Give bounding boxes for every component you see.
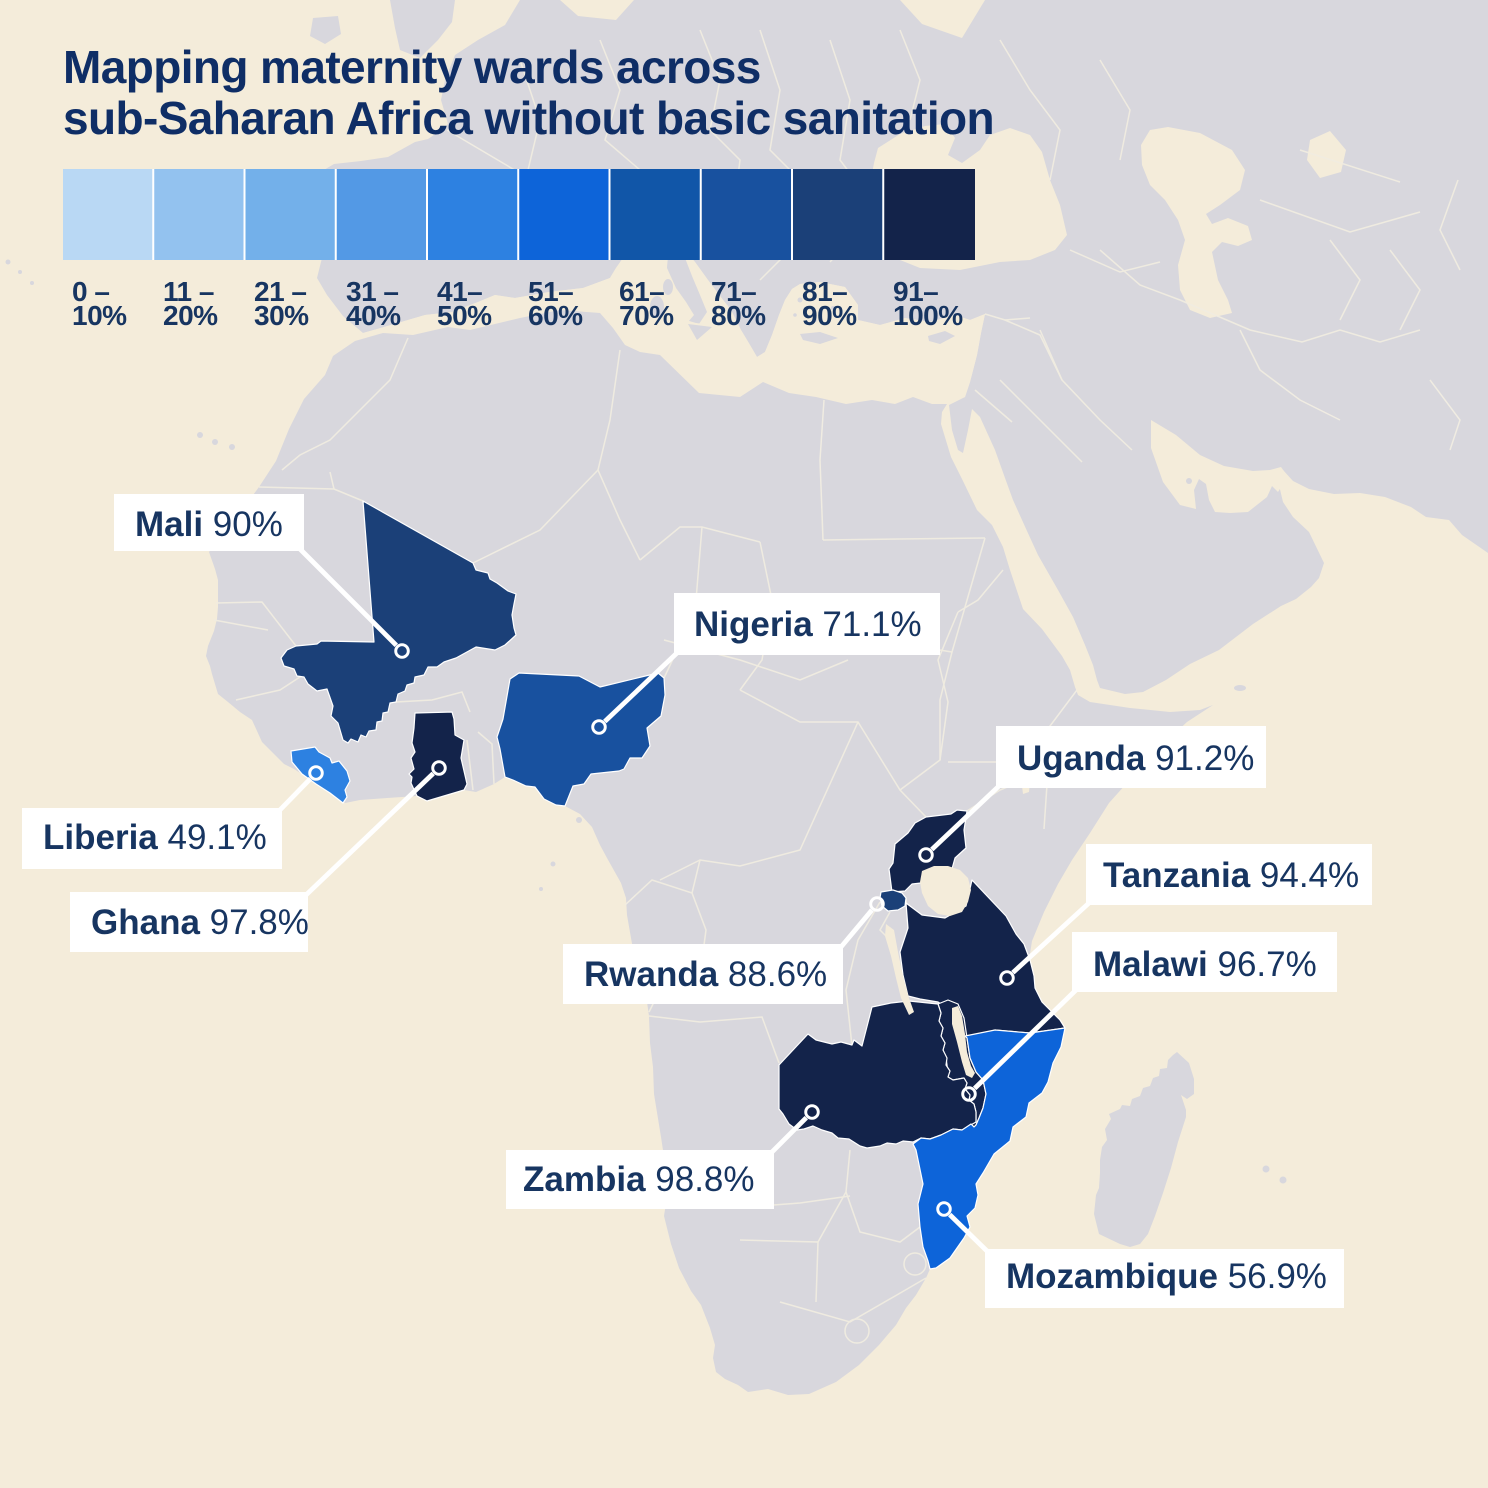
svg-text:Zambia 98.8%: Zambia 98.8%: [523, 1160, 755, 1199]
svg-text:40%: 40%: [346, 300, 401, 331]
svg-text:Mali 90%: Mali 90%: [135, 505, 283, 544]
svg-text:81–: 81–: [802, 276, 847, 307]
svg-text:Tanzania 94.4%: Tanzania 94.4%: [1103, 856, 1359, 895]
svg-text:80%: 80%: [711, 300, 766, 331]
svg-text:71–: 71–: [711, 276, 756, 307]
svg-text:Ghana 97.8%: Ghana 97.8%: [91, 903, 309, 942]
svg-text:Liberia 49.1%: Liberia 49.1%: [43, 818, 267, 857]
svg-text:31 –: 31 –: [346, 276, 399, 307]
svg-text:Malawi 96.7%: Malawi 96.7%: [1093, 945, 1317, 984]
svg-text:10%: 10%: [72, 300, 127, 331]
svg-text:30%: 30%: [254, 300, 309, 331]
svg-text:11 –: 11 –: [163, 276, 214, 307]
svg-text:Mozambique 56.9%: Mozambique 56.9%: [1006, 1257, 1327, 1296]
svg-text:41–: 41–: [437, 276, 482, 307]
svg-text:70%: 70%: [619, 300, 674, 331]
svg-text:61–: 61–: [619, 276, 664, 307]
svg-text:90%: 90%: [802, 300, 857, 331]
svg-text:50%: 50%: [437, 300, 492, 331]
svg-text:Uganda 91.2%: Uganda 91.2%: [1017, 739, 1254, 778]
svg-text:100%: 100%: [893, 300, 963, 331]
svg-text:20%: 20%: [163, 300, 218, 331]
svg-text:91–: 91–: [893, 276, 938, 307]
svg-text:51–: 51–: [528, 276, 573, 307]
svg-text:Nigeria 71.1%: Nigeria 71.1%: [694, 605, 922, 644]
svg-text:Rwanda 88.6%: Rwanda 88.6%: [584, 955, 827, 994]
svg-text:21 –: 21 –: [254, 276, 307, 307]
svg-text:0 –: 0 –: [72, 276, 109, 307]
svg-text:60%: 60%: [528, 300, 583, 331]
